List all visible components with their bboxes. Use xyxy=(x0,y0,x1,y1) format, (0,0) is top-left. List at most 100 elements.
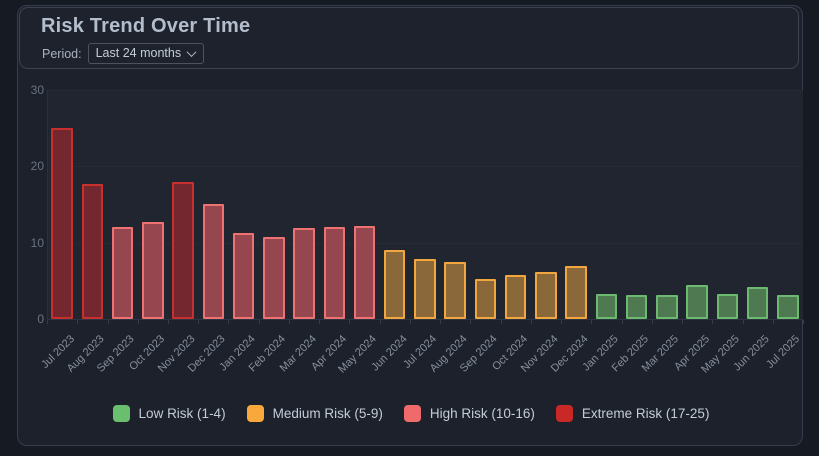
risk-trend-chart: 0 10 20 30 Jul 2023 Aug 2023 Sep 2023 Oct 2023 N… xyxy=(18,6,804,447)
x-axis-label-text: Mar 2024 xyxy=(277,333,319,375)
bar-sep-2023[interactable] xyxy=(111,226,134,319)
x-axis-tick xyxy=(409,320,411,324)
x-axis-label-sep-2024: Sep 2024 xyxy=(18,329,500,375)
bar-apr-2025[interactable] xyxy=(686,285,708,319)
x-axis-tick xyxy=(288,320,290,324)
bar-nov-2024[interactable] xyxy=(535,272,557,319)
bar-jun-2024[interactable] xyxy=(383,250,406,319)
x-axis-tick xyxy=(349,320,351,324)
bar-aug-2024[interactable] xyxy=(444,261,466,320)
x-axis-label-text: Oct 2024 xyxy=(490,333,531,374)
x-axis-label-dec-2023: Dec 2023 xyxy=(18,329,228,375)
bar-mar-2024[interactable] xyxy=(293,228,315,319)
x-axis-label-text: Sep 2024 xyxy=(458,333,500,375)
x-axis-label-jun-2025: Jun 2025 xyxy=(18,329,772,373)
x-axis-tick xyxy=(591,320,593,324)
bar-oct-2024[interactable] xyxy=(504,274,527,319)
x-axis-tick xyxy=(47,320,48,324)
legend-swatch-high xyxy=(403,405,421,422)
y-axis-label-20: 20 xyxy=(30,159,44,174)
bar-mar-2025[interactable] xyxy=(656,295,678,319)
x-axis-label-text: Mar 2025 xyxy=(640,333,682,375)
y-axis-line xyxy=(47,90,48,319)
x-axis-label-text: Jul 2025 xyxy=(764,333,803,371)
bar-jun-2025[interactable] xyxy=(746,286,769,319)
y-axis-label-0: 0 xyxy=(37,312,44,326)
legend-label-medium: Medium Risk (5-9) xyxy=(272,406,383,421)
x-axis-label-aug-2024: Aug 2024 xyxy=(18,329,470,375)
bar-jan-2024[interactable] xyxy=(232,232,255,319)
x-axis-tick xyxy=(319,320,321,324)
legend-item-extreme[interactable]: Extreme Risk (17-25) xyxy=(555,405,709,422)
period-row: Period: Last 24 months xyxy=(42,43,205,64)
x-axis-label-text: Nov 2023 xyxy=(155,333,198,375)
x-axis-tick xyxy=(168,320,169,324)
legend-item-medium[interactable]: Medium Risk (5-9) xyxy=(246,405,383,422)
x-axis-label-may-2024: May 2024 xyxy=(18,329,379,376)
x-axis-label-may-2025: May 2025 xyxy=(18,329,742,376)
x-axis-label-feb-2025: Feb 2025 xyxy=(18,329,651,374)
legend-item-low[interactable]: Low Risk (1-4) xyxy=(112,405,226,422)
x-axis-label-jun-2024: Jun 2024 xyxy=(18,329,409,373)
x-axis-label-dec-2024: Dec 2024 xyxy=(18,329,591,375)
bar-may-2025[interactable] xyxy=(716,293,739,319)
bar-nov-2023[interactable] xyxy=(172,182,194,319)
gridline-y-30 xyxy=(47,90,803,91)
y-axis-label-10: 10 xyxy=(30,235,44,250)
x-axis-label-jul-2023: Jul 2023 xyxy=(18,329,77,371)
x-axis-label-text: Dec 2023 xyxy=(185,333,228,375)
x-axis-label-nov-2023: Nov 2023 xyxy=(18,329,198,375)
legend-label-low: Low Risk (1-4) xyxy=(138,406,226,421)
x-axis-tick xyxy=(440,320,442,324)
x-axis-label-jan-2025: Jan 2025 xyxy=(18,329,620,373)
x-axis-label-jul-2024: Jul 2024 xyxy=(18,329,440,371)
period-select-value: Last 24 months xyxy=(95,46,182,60)
x-axis-tick xyxy=(137,320,139,324)
bar-oct-2023[interactable] xyxy=(142,222,164,319)
bar-sep-2024[interactable] xyxy=(474,278,497,319)
bar-dec-2023[interactable] xyxy=(202,203,225,319)
bar-jan-2025[interactable] xyxy=(595,293,618,319)
x-axis-label-text: Jul 2024 xyxy=(401,333,440,371)
x-axis-label-text: Nov 2024 xyxy=(518,333,561,375)
risk-trend-card: Risk Trend Over Time Period: Last 24 mon… xyxy=(17,5,804,447)
x-axis-label-nov-2024: Nov 2024 xyxy=(18,329,561,375)
bar-apr-2024[interactable] xyxy=(323,227,346,319)
x-axis-label-aug-2023: Aug 2023 xyxy=(18,329,107,375)
bar-jul-2023[interactable] xyxy=(51,128,73,319)
x-axis-label-text: May 2024 xyxy=(336,333,379,376)
bar-feb-2024[interactable] xyxy=(263,236,285,319)
bar-dec-2024[interactable] xyxy=(565,266,587,319)
chart-legend: Low Risk (1-4) Medium Risk (5-9) High Risk… xyxy=(18,405,804,422)
bar-aug-2023[interactable] xyxy=(81,183,104,319)
x-axis-tick xyxy=(228,320,230,324)
x-axis-label-sep-2023: Sep 2023 xyxy=(18,329,137,375)
x-axis-label-text: Jun 2024 xyxy=(368,333,410,374)
bar-feb-2025[interactable] xyxy=(625,294,648,319)
x-axis-label-text: Sep 2023 xyxy=(95,333,138,375)
x-axis-label-text: Feb 2024 xyxy=(246,333,289,375)
period-select[interactable]: Last 24 months xyxy=(87,43,205,64)
x-axis-label-text: Aug 2024 xyxy=(427,333,470,375)
x-axis-line xyxy=(47,319,803,320)
x-axis-label-oct-2024: Oct 2024 xyxy=(18,329,530,373)
legend-label-high: High Risk (10-16) xyxy=(429,406,535,421)
x-axis-tick xyxy=(379,320,381,324)
x-axis-tick xyxy=(651,320,653,324)
x-axis-tick xyxy=(258,320,260,324)
x-axis-label-jan-2024: Jan 2024 xyxy=(18,329,258,373)
x-axis-label-text: Apr 2024 xyxy=(308,333,349,374)
bar-jul-2024[interactable] xyxy=(414,258,436,319)
gridline-y-10 xyxy=(47,242,803,244)
x-axis-label-text: Aug 2023 xyxy=(65,333,107,375)
x-axis-tick xyxy=(621,320,623,324)
bar-may-2024[interactable] xyxy=(353,225,376,319)
x-axis-tick xyxy=(712,320,714,324)
legend-item-high[interactable]: High Risk (10-16) xyxy=(403,405,535,422)
gridline-y-20 xyxy=(47,166,803,168)
x-axis-tick xyxy=(530,320,532,324)
bar-jul-2025[interactable] xyxy=(777,295,799,319)
x-axis-label-text: Oct 2023 xyxy=(127,333,168,374)
x-axis-label-text: Jan 2025 xyxy=(580,333,621,374)
x-axis-label-oct-2023: Oct 2023 xyxy=(18,329,167,373)
